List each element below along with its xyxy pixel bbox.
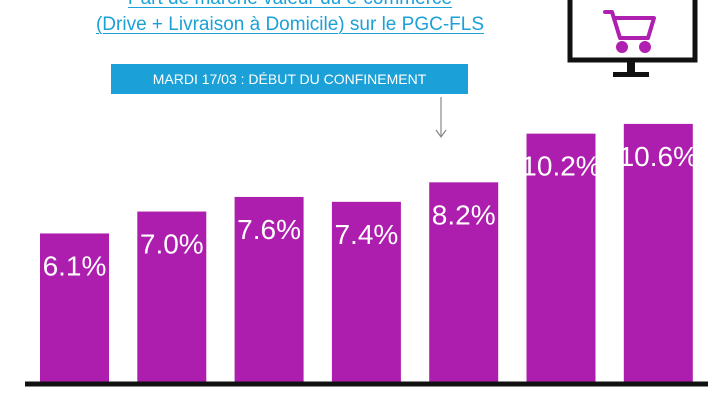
confinement-annotation: MARDI 17/03 : DÉBUT DU CONFINEMENT: [111, 64, 468, 94]
shopping-cart-icon: [603, 10, 656, 53]
annotation-arrow: [435, 97, 447, 139]
bar-3: [234, 196, 304, 382]
bar-value-label-1: 6.1%: [43, 250, 107, 281]
bar-6: [526, 133, 596, 382]
bar-value-label-7: 10.6%: [619, 141, 698, 172]
bar-value-label-2: 7.0%: [140, 229, 204, 260]
bar-2: [137, 211, 207, 382]
bar-value-label-4: 7.4%: [334, 219, 398, 250]
bars-layer: 6.1% 7.0% 7.6% 7.4% 8.2% 10.2% 10.6%: [40, 123, 698, 382]
bar-value-label-6: 10.2%: [521, 151, 600, 182]
shopping-cart-monitor-icon: [567, 0, 698, 77]
chart-title-line-2: (Drive + Livraison à Domicile) sur le PG…: [95, 14, 484, 35]
bar-value-label-5: 8.2%: [432, 199, 496, 230]
chart-title: Part de marché valeur du e-commerce (Dri…: [40, 0, 540, 38]
chart-title-line-1: Part de marché valeur du e-commerce: [40, 0, 540, 12]
bar-value-label-3: 7.6%: [237, 214, 301, 245]
bar-7: [623, 123, 693, 382]
monitor-base: [613, 72, 649, 77]
bar-4: [331, 201, 401, 382]
bar-1: [40, 233, 109, 382]
monitor-stand: [627, 60, 635, 74]
bar-5: [429, 182, 499, 382]
